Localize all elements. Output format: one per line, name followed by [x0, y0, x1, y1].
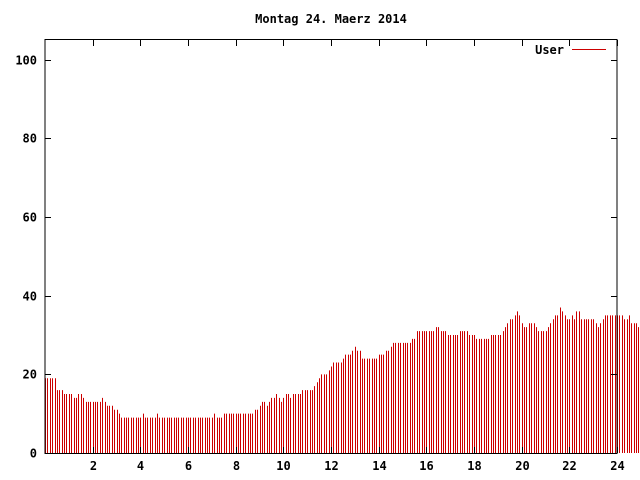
x-tick-label: 20 — [515, 459, 529, 473]
y-tick-label: 60 — [23, 211, 37, 225]
y-tick-label: 100 — [15, 54, 37, 68]
x-tick-label: 4 — [137, 459, 144, 473]
y-tick-label: 80 — [23, 132, 37, 146]
y-tick-label: 20 — [23, 368, 37, 382]
chart-title: Montag 24. Maerz 2014 — [255, 12, 407, 26]
x-tick-label: 6 — [185, 459, 192, 473]
bar-series-user — [45, 307, 639, 453]
x-tick-label: 14 — [372, 459, 386, 473]
x-tick-label: 12 — [324, 459, 338, 473]
x-tick-label: 18 — [467, 459, 481, 473]
x-tick-label: 8 — [233, 459, 240, 473]
x-tick-label: 10 — [276, 459, 290, 473]
x-tick-label: 2 — [90, 459, 97, 473]
legend: User — [535, 43, 606, 57]
axis-ticks — [45, 40, 618, 454]
plot-frame — [44, 39, 618, 454]
legend-label-user: User — [535, 43, 564, 57]
x-tick-label: 16 — [419, 459, 433, 473]
x-tick-label: 22 — [562, 459, 576, 473]
y-tick-label: 40 — [23, 290, 37, 304]
y-tick-label: 0 — [30, 447, 37, 461]
x-tick-label: 24 — [610, 459, 624, 473]
